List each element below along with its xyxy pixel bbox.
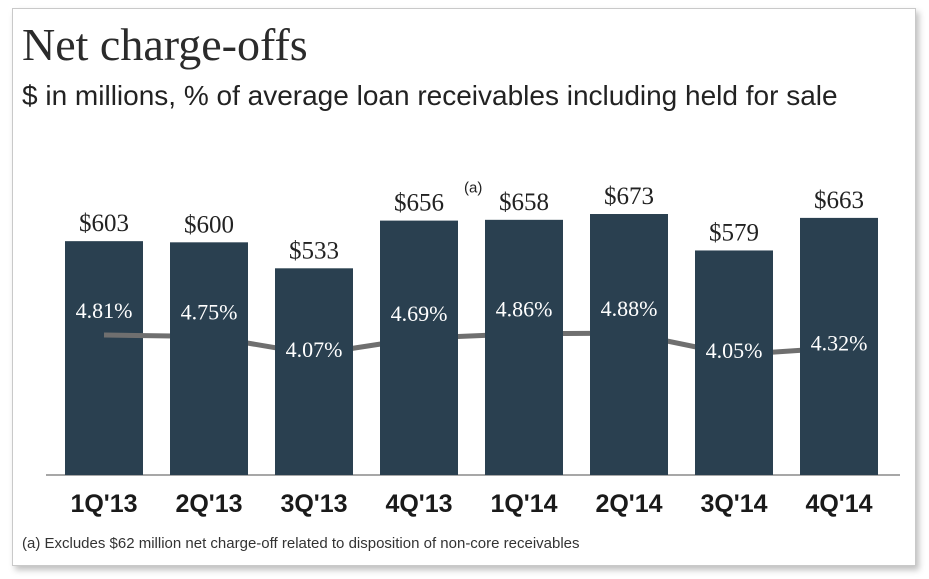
bar-value-label: $658 [499,189,549,216]
rate-label: 4.88% [601,296,658,321]
bar-value-label: $603 [79,210,129,237]
bar-value-label: $656 [394,190,444,217]
rate-label: 4.86% [496,297,553,322]
bar-value-label: $663 [814,187,864,214]
x-tick-label: 2Q'13 [175,490,242,518]
bar-4 [380,220,458,475]
rate-label: 4.32% [811,331,868,356]
footnote: (a) Excludes $62 million net charge-off … [22,535,580,552]
x-tick-label: 3Q'14 [700,490,767,518]
bar-value-label: $600 [184,211,234,238]
x-tick-label: 2Q'14 [595,490,662,518]
rate-label: 4.81% [76,298,133,323]
bar-value-label: $579 [709,219,759,246]
bar-8 [800,217,878,475]
rate-label: 4.07% [286,337,343,362]
rate-label: 4.75% [181,300,238,325]
bar-2 [170,242,248,475]
x-tick-label: 1Q'14 [490,490,557,518]
x-tick-label: 4Q'14 [805,490,872,518]
bar-6 [590,214,668,475]
x-tick-label: 3Q'13 [280,490,347,518]
bar-3 [275,268,353,475]
bar-value-label: $533 [289,237,339,264]
bar-7 [695,250,773,475]
chart-subtitle: $ in millions, % of average loan receiva… [22,80,838,111]
annotation-label: (a) [464,180,482,197]
rate-label: 4.69% [391,301,448,326]
bar-value-label: $673 [604,183,654,210]
chart-title: Net charge-offs [22,19,308,70]
x-tick-label: 4Q'13 [385,490,452,518]
bar-1 [65,241,143,475]
bar-5 [485,219,563,475]
rate-label: 4.05% [706,338,763,363]
x-tick-label: 1Q'13 [70,490,137,518]
